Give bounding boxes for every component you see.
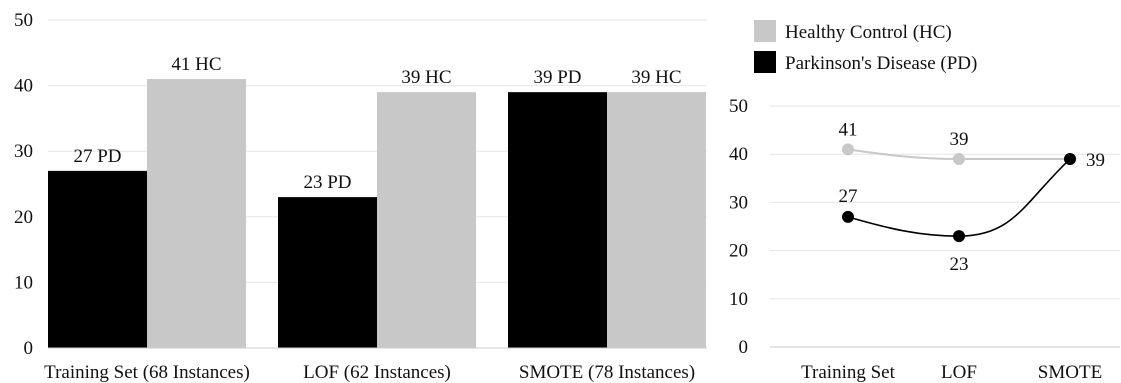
bar xyxy=(278,197,377,348)
x-tick-label: LOF xyxy=(941,362,977,383)
bar xyxy=(48,170,147,348)
bar-data-label: 39 HC xyxy=(401,67,451,88)
y-tick-label: 20 xyxy=(14,207,33,228)
x-tick-label: LOF (62 Instances) xyxy=(303,362,451,383)
bar-chart: 0 10 20 30 40 50 27 PD 23 PD 39 PD 41 HC 39 HC 39 H… xyxy=(14,10,707,383)
x-tick-label: SMOTE xyxy=(1038,362,1102,383)
bar xyxy=(508,92,607,348)
series-line xyxy=(847,158,1071,237)
y-tick-label: 10 xyxy=(14,272,33,293)
bar xyxy=(147,79,246,348)
legend-swatch xyxy=(754,20,776,42)
point-data-label: 41 xyxy=(839,119,858,140)
y-tick-label: 50 xyxy=(14,10,33,31)
legend-label: Healthy Control (HC) xyxy=(785,22,952,43)
data-point xyxy=(953,230,965,243)
bar-data-label: 39 HC xyxy=(631,67,681,88)
data-point xyxy=(842,143,854,156)
legend-swatch xyxy=(754,51,776,73)
point-data-label: 39 xyxy=(950,129,969,150)
point-data-label: 27 xyxy=(839,186,858,207)
line-chart: 0 10 20 30 40 50 41 39 39 27 23 Training Set LOF SMOT… xyxy=(729,96,1120,383)
legend-label: Parkinson's Disease (PD) xyxy=(785,53,977,74)
y-tick-label: 50 xyxy=(729,96,748,117)
x-tick-label: Training Set (68 Instances) xyxy=(44,362,250,383)
y-tick-label: 0 xyxy=(24,338,34,359)
y-tick-label: 30 xyxy=(14,141,33,162)
y-tick-label: 10 xyxy=(729,289,748,310)
bar-data-label: 39 PD xyxy=(533,67,581,88)
bar-data-label: 27 PD xyxy=(73,146,121,167)
chart-legend: Healthy Control (HC) Parkinson's Disease … xyxy=(754,20,977,74)
bar xyxy=(607,92,706,348)
point-data-label: 39 xyxy=(1086,150,1105,171)
x-tick-label: Training Set xyxy=(801,362,896,383)
data-point xyxy=(842,210,854,223)
y-tick-label: 20 xyxy=(729,241,748,262)
bar-data-label: 41 HC xyxy=(171,54,221,75)
bar xyxy=(377,92,476,348)
bar-data-label: 23 PD xyxy=(303,172,351,193)
y-tick-label: 0 xyxy=(739,337,749,358)
x-tick-label: SMOTE (78 Instances) xyxy=(519,362,695,383)
y-tick-label: 40 xyxy=(729,144,748,165)
point-data-label: 23 xyxy=(950,254,969,275)
y-tick-label: 30 xyxy=(729,192,748,213)
y-tick-label: 40 xyxy=(14,76,33,97)
data-point xyxy=(1064,153,1076,166)
data-point xyxy=(953,153,965,166)
